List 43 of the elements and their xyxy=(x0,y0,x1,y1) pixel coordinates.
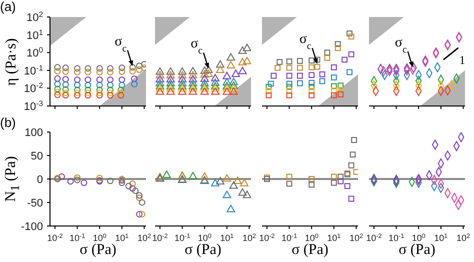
x-axis-title: σ (Pa) xyxy=(184,242,222,258)
x-tick-label: 10$^{-1}$ xyxy=(69,232,86,243)
y-tick-label: 10$^{0}$ xyxy=(26,45,43,60)
x-tick-label: 10$^{-2}$ xyxy=(259,232,276,243)
x-tick-label: 10$^{-1}$ xyxy=(281,232,298,243)
y-tick-label: 10$^{-1}$ xyxy=(24,62,43,78)
y-tick-label: 10$^{1}$ xyxy=(26,27,43,42)
x-tick-label: 10$^{2}$ xyxy=(242,232,256,243)
x-tick-label: 10$^{-2}$ xyxy=(152,232,168,243)
x-tick-label: 10$^{0}$ xyxy=(92,232,107,243)
x-tick-label: 10$^{2}$ xyxy=(137,232,152,243)
x-axis-title: σ (Pa) xyxy=(398,242,436,258)
x-tick-label: 10$^{1}$ xyxy=(434,232,448,243)
x-tick-label: 10$^{0}$ xyxy=(412,232,426,243)
x-tick-label: 10$^{-1}$ xyxy=(174,232,191,243)
annotation: σ$_{c}$ xyxy=(394,35,408,55)
x-tick-label: 10$^{-2}$ xyxy=(366,232,382,243)
y-tick-label: 10$^{-2}$ xyxy=(24,80,43,96)
annotation: σ$_{c}$ xyxy=(190,36,204,56)
x-tick-label: 10$^{-1}$ xyxy=(388,232,405,243)
y-tick-label: 10$^{-3}$ xyxy=(24,98,43,113)
x-tick-label: 10$^{2}$ xyxy=(349,232,364,243)
x-tick-label: 10$^{0}$ xyxy=(304,232,319,243)
x-tick-label: 10$^{-2}$ xyxy=(47,232,64,243)
x-tick-label: 10$^{1}$ xyxy=(115,232,130,243)
text: (a) xyxy=(0,0,16,14)
x-tick-label: 10$^{2}$ xyxy=(456,232,470,243)
annotation: σ$_{c}$ xyxy=(299,32,312,52)
annotation: σ$_{c}$ xyxy=(114,34,128,54)
y-tick-label: 10$^{2}$ xyxy=(26,10,43,24)
y-axis-title: η (Pa·s) xyxy=(2,36,20,88)
y-tick-label: 50 xyxy=(30,150,43,162)
x-axis-title: σ (Pa) xyxy=(292,242,328,258)
series-label: 1 xyxy=(459,52,466,67)
x-tick-label: 10$^{1}$ xyxy=(327,232,342,243)
x-axis-title: σ (Pa) xyxy=(80,242,116,258)
y-tick-label: 0 xyxy=(36,174,43,186)
y-tick-label: 100 xyxy=(24,127,43,139)
text: (b) xyxy=(0,115,16,130)
y-tick-label: -50 xyxy=(27,198,43,210)
y-tick-label: -100 xyxy=(20,221,43,233)
x-tick-label: 10$^{1}$ xyxy=(220,232,234,243)
x-tick-label: 10$^{0}$ xyxy=(198,232,212,243)
